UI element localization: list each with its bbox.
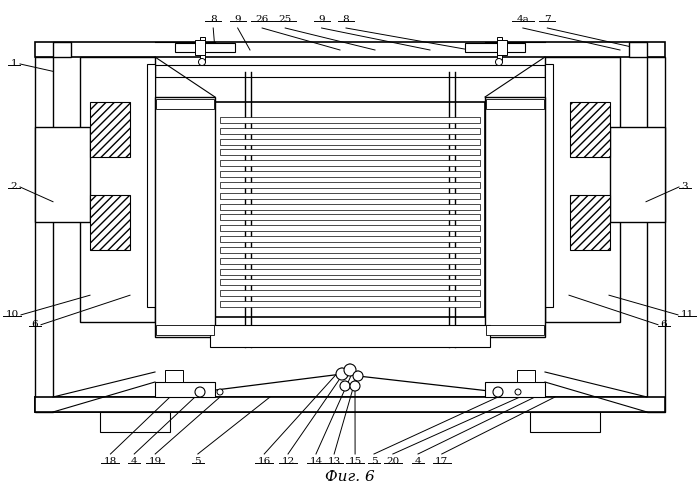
Text: 6: 6 [661, 320, 668, 329]
Circle shape [199, 59, 206, 65]
Bar [220, 182, 480, 188]
Bar [545, 57, 620, 322]
Text: 20: 20 [387, 458, 399, 466]
Circle shape [195, 387, 205, 397]
Text: 16: 16 [258, 458, 271, 466]
Bar [220, 117, 480, 123]
Bar [35, 57, 53, 412]
Bar [147, 64, 155, 307]
Text: 4a: 4a [517, 16, 529, 25]
Bar [35, 127, 90, 222]
Bar [210, 325, 490, 347]
Bar [215, 102, 485, 317]
Bar [545, 64, 553, 307]
Bar [165, 370, 183, 382]
Bar [35, 42, 665, 57]
Bar [53, 42, 71, 57]
Bar [220, 258, 480, 264]
Text: 12: 12 [282, 458, 294, 466]
Text: 7: 7 [544, 16, 551, 25]
Text: 13: 13 [328, 458, 340, 466]
Bar [220, 290, 480, 296]
Text: 9: 9 [318, 16, 325, 25]
Bar [220, 225, 480, 231]
Bar [90, 102, 130, 157]
Bar [35, 397, 665, 412]
Bar [647, 57, 665, 412]
Circle shape [340, 381, 350, 391]
Bar [485, 97, 545, 337]
Bar [220, 193, 480, 199]
Bar [200, 37, 205, 62]
Text: 5: 5 [194, 458, 201, 466]
Bar [570, 102, 610, 157]
Bar [220, 236, 480, 242]
Bar [220, 247, 480, 253]
Circle shape [344, 364, 356, 376]
Text: 5: 5 [370, 458, 377, 466]
Bar [220, 301, 480, 307]
Bar [485, 382, 545, 397]
Bar [220, 204, 480, 210]
Text: 4: 4 [131, 458, 138, 466]
Bar [220, 215, 480, 220]
Bar [155, 65, 545, 77]
Bar [175, 43, 235, 52]
Bar [155, 97, 215, 337]
Text: 8: 8 [343, 16, 350, 25]
Text: 3: 3 [682, 183, 689, 191]
Circle shape [353, 371, 363, 381]
Bar [610, 127, 665, 222]
Text: 6: 6 [31, 320, 38, 329]
Bar [156, 99, 214, 109]
Text: 26: 26 [256, 16, 268, 25]
Text: 4: 4 [415, 458, 421, 466]
Text: 14: 14 [310, 458, 322, 466]
Bar [195, 40, 205, 55]
Bar [220, 160, 480, 166]
Text: 10: 10 [6, 310, 19, 319]
Bar [220, 171, 480, 177]
Bar [629, 42, 647, 57]
Text: 18: 18 [104, 458, 117, 466]
Text: 15: 15 [349, 458, 361, 466]
Bar [530, 412, 600, 432]
Bar [570, 195, 610, 250]
Text: 1: 1 [10, 60, 17, 68]
Bar [220, 279, 480, 285]
Text: 2: 2 [10, 183, 17, 191]
Circle shape [493, 387, 503, 397]
Circle shape [217, 389, 223, 395]
Circle shape [515, 389, 521, 395]
Bar [220, 128, 480, 134]
Circle shape [336, 368, 348, 380]
Text: Фиг. 6: Фиг. 6 [324, 470, 375, 484]
Bar [156, 325, 214, 335]
Bar [35, 397, 665, 412]
Bar [486, 325, 544, 335]
Bar [497, 40, 507, 55]
Bar [465, 43, 525, 52]
Bar [497, 37, 502, 62]
Bar [155, 382, 215, 397]
Text: 17: 17 [435, 458, 448, 466]
Bar [80, 57, 155, 322]
Bar [220, 269, 480, 275]
Bar [90, 195, 130, 250]
Bar [220, 150, 480, 155]
Text: 19: 19 [149, 458, 161, 466]
Text: 8: 8 [210, 16, 217, 25]
Bar [486, 99, 544, 109]
Circle shape [350, 381, 360, 391]
Text: 25: 25 [279, 16, 291, 25]
Bar [100, 412, 170, 432]
Text: 9: 9 [234, 16, 241, 25]
Text: 11: 11 [680, 310, 693, 319]
Bar [220, 139, 480, 145]
Bar [517, 370, 535, 382]
Circle shape [496, 59, 503, 65]
